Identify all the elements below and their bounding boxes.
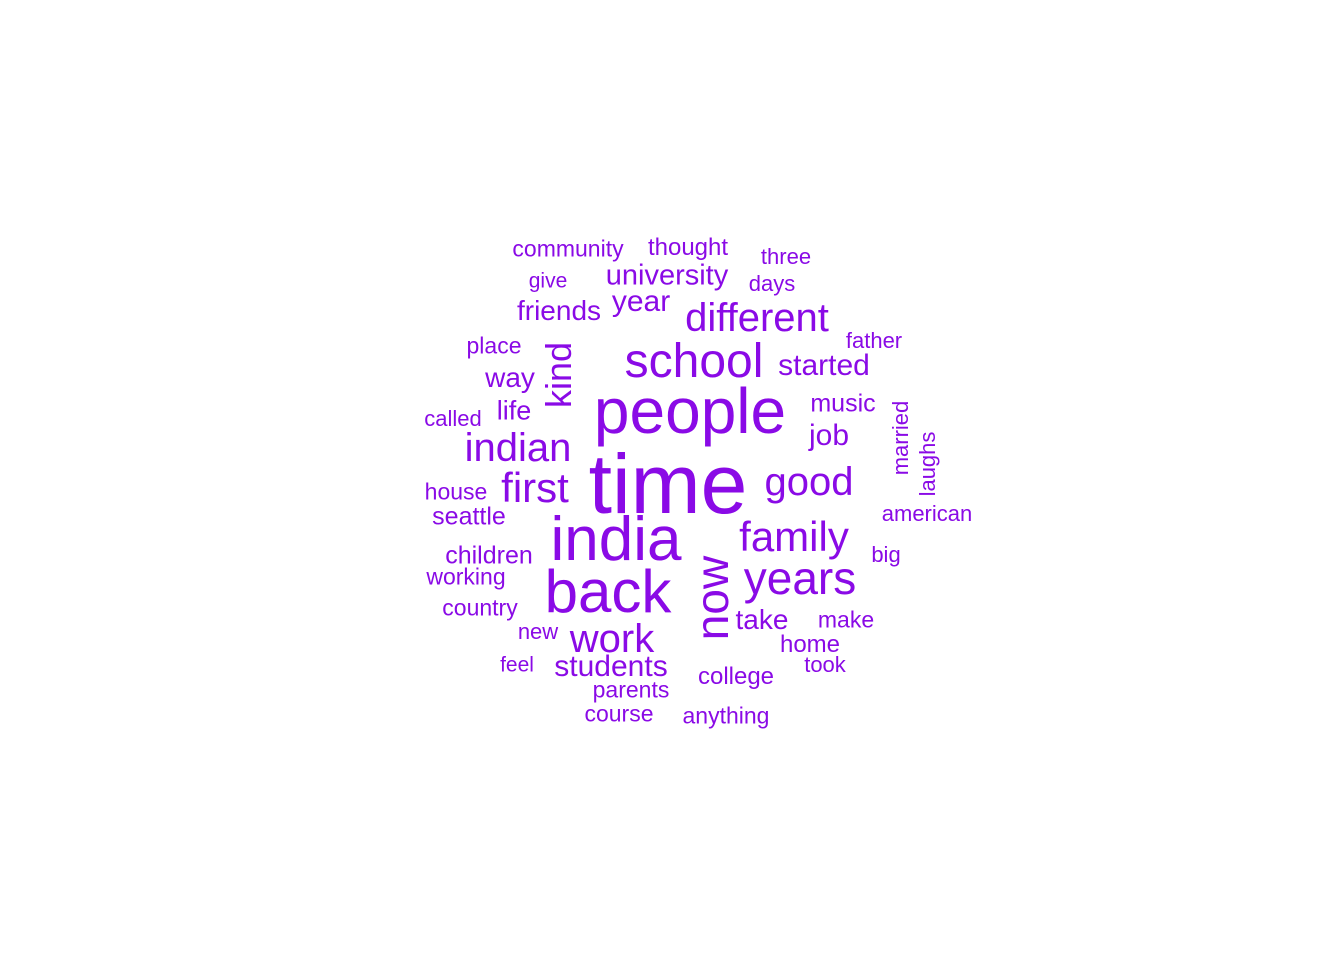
word-take: take — [735, 604, 789, 635]
word-university: university — [605, 259, 729, 292]
word-laughs: laughs — [915, 431, 940, 497]
word-started: started — [778, 349, 870, 382]
word-parents: parents — [592, 676, 670, 703]
word-place: place — [466, 332, 522, 359]
word-father: father — [845, 328, 903, 353]
word-three: three — [760, 244, 812, 269]
word-american: american — [881, 501, 973, 526]
word-course: course — [584, 700, 654, 727]
word-first: first — [501, 464, 569, 511]
word-country: country — [442, 594, 518, 621]
word-people: people — [593, 375, 787, 447]
word-community: community — [512, 235, 624, 262]
word-india: india — [550, 505, 682, 574]
word-years: years — [743, 552, 857, 604]
word-music: music — [810, 389, 876, 418]
word-indian: indian — [464, 426, 572, 470]
word-work: work — [569, 617, 655, 661]
word-house: house — [424, 478, 488, 505]
word-kind: kind — [538, 341, 579, 409]
word-now: now — [686, 555, 738, 641]
word-big: big — [871, 542, 901, 567]
word-home: home — [779, 631, 841, 658]
word-anything: anything — [682, 702, 770, 729]
word-back: back — [544, 558, 672, 625]
word-year: year — [611, 285, 671, 318]
word-different: different — [685, 296, 829, 340]
word-called: called — [424, 406, 482, 431]
word-new: new — [517, 619, 559, 644]
word-family: family — [739, 513, 849, 560]
word-job: job — [808, 419, 850, 452]
word-feel: feel — [500, 653, 534, 677]
word-thought: thought — [647, 234, 729, 261]
word-time: time — [588, 437, 748, 531]
word-seattle: seattle — [432, 502, 506, 531]
word-days: days — [748, 271, 796, 296]
word-good: good — [764, 460, 854, 504]
word-working: working — [426, 563, 506, 590]
word-school: school — [624, 335, 764, 388]
word-friends: friends — [516, 295, 602, 326]
word-children: children — [445, 541, 533, 570]
word-make: make — [817, 606, 875, 633]
word-students: students — [554, 650, 668, 683]
word-took: took — [804, 652, 846, 677]
word-way: way — [485, 362, 535, 393]
word-married: married — [888, 400, 913, 476]
word-life: life — [496, 395, 532, 426]
word-give: give — [528, 269, 568, 293]
word-college: college — [697, 663, 775, 690]
